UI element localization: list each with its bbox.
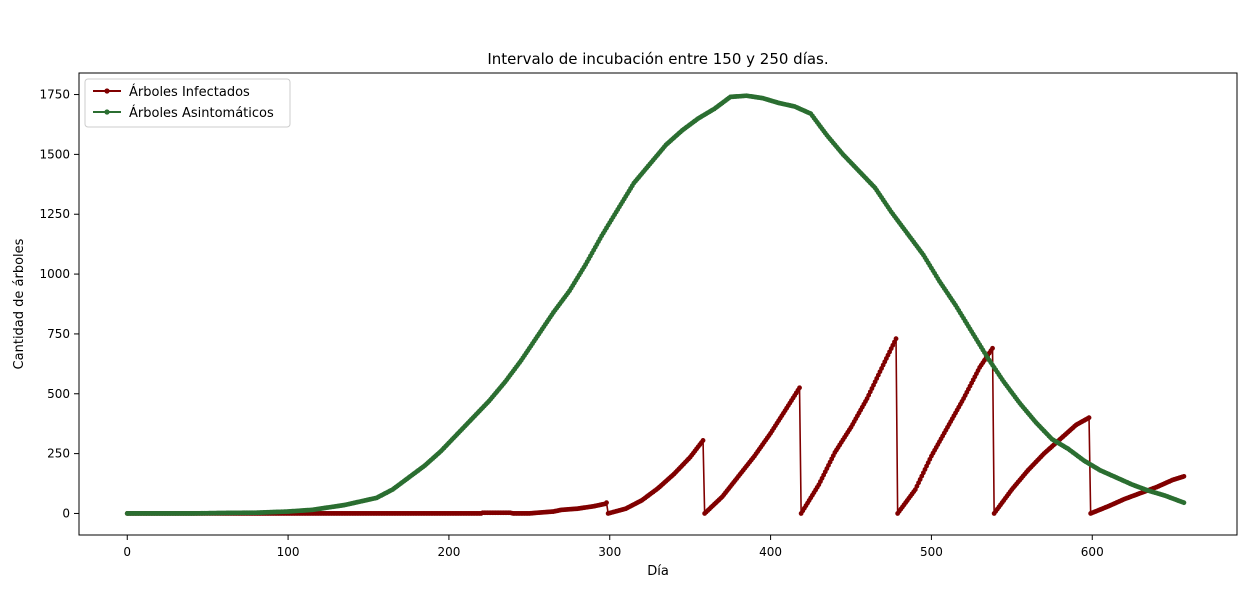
axes-frame (78, 72, 1238, 536)
x-axis-label: Día (647, 564, 669, 579)
series-layer (124, 93, 1187, 517)
y-tick-label: 1250 (39, 207, 70, 221)
series-point (1181, 500, 1187, 506)
legend-marker-asintomaticos (104, 109, 110, 115)
series-point (893, 336, 899, 342)
legend-label-infectados: Árboles Infectados (129, 84, 250, 100)
x-axis-ticks: 0 100 200 300 400 500 600 (123, 535, 1104, 559)
legend-box (84, 78, 291, 128)
y-axis-label: Cantidad de árboles (12, 238, 27, 369)
legend-label-asintomaticos: Árboles Asintomáticos (129, 105, 274, 121)
legend: Árboles Infectados Árboles Asintomáticos (84, 78, 291, 128)
y-tick-label: 500 (47, 387, 70, 401)
series-point (1181, 473, 1187, 479)
chart-title: Intervalo de incubación entre 150 y 250 … (487, 50, 828, 68)
series-point (990, 345, 995, 351)
series-2 (124, 93, 1187, 516)
y-tick-label: 1000 (39, 267, 70, 281)
y-tick-label: 1500 (39, 147, 70, 161)
y-tick-label: 0 (62, 506, 70, 520)
x-tick-label: 600 (1081, 545, 1104, 559)
series-point (700, 438, 706, 443)
y-axis-ticks: 0 250 500 750 1000 1250 1500 1750 (39, 88, 79, 520)
series-point (1086, 415, 1092, 421)
legend-marker-infectados (104, 88, 110, 94)
x-tick-label: 0 (123, 545, 131, 559)
x-tick-label: 500 (920, 545, 943, 559)
x-tick-label: 400 (759, 545, 782, 559)
y-tick-label: 750 (47, 327, 70, 341)
series-point (797, 385, 802, 391)
series-point (604, 500, 609, 506)
x-tick-label: 100 (277, 545, 300, 559)
x-tick-label: 200 (437, 545, 460, 559)
y-tick-label: 1750 (39, 88, 70, 102)
x-tick-label: 300 (598, 545, 621, 559)
y-tick-label: 250 (47, 447, 70, 461)
